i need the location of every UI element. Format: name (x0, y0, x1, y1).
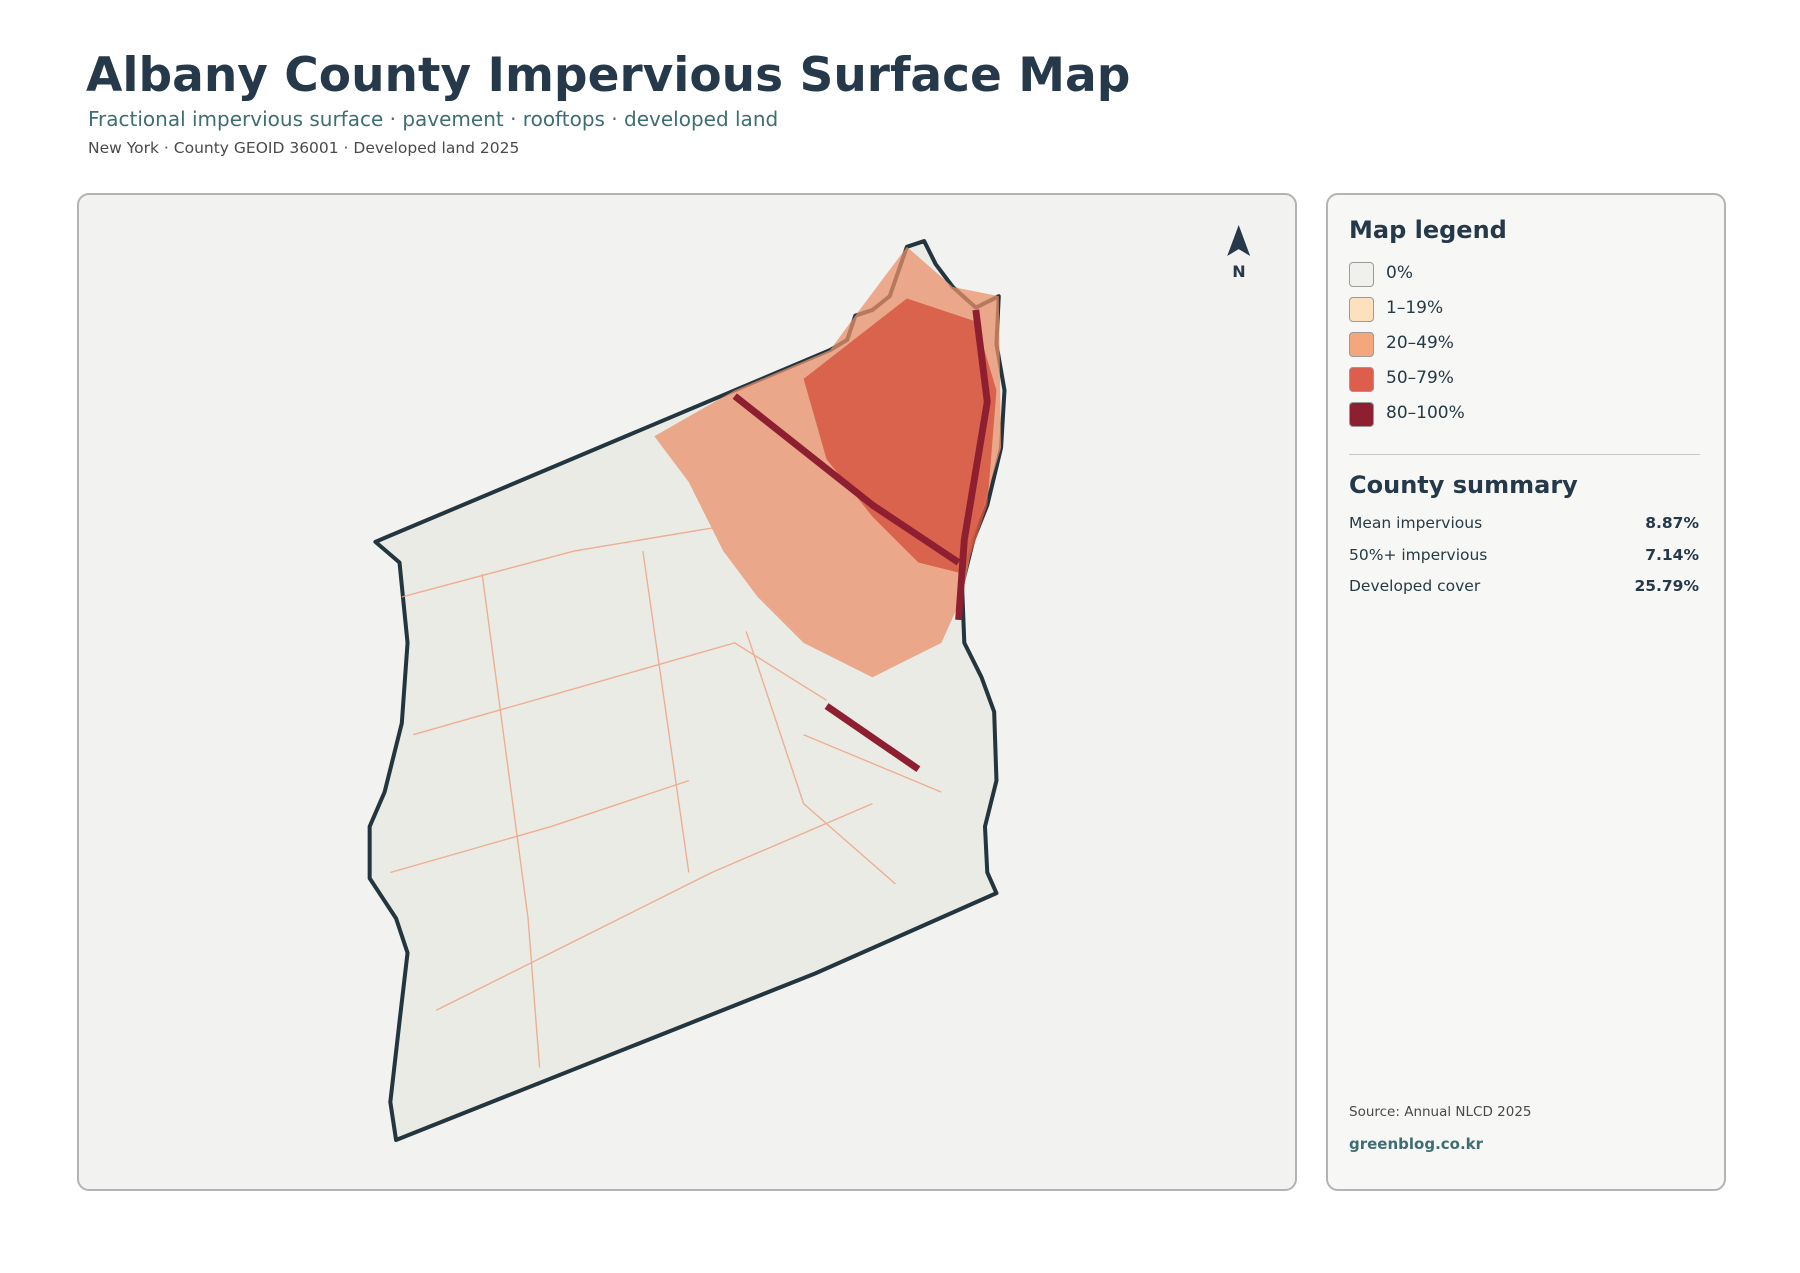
summary-value: 8.87% (1645, 514, 1699, 532)
legend-label: 0% (1386, 263, 1413, 283)
legend-label: 80–100% (1386, 403, 1465, 423)
summary-value: 25.79% (1634, 577, 1699, 595)
divider (1349, 454, 1700, 455)
legend-title: Map legend (1349, 216, 1507, 244)
legend-panel (1326, 193, 1726, 1191)
legend-swatch (1349, 297, 1374, 322)
roads (390, 527, 942, 1068)
summary-value: 7.14% (1645, 545, 1699, 564)
summary-label: Mean impervious (1349, 514, 1483, 532)
urban-core (803, 298, 997, 574)
legend-swatch (1349, 402, 1374, 427)
legend-swatch (1349, 332, 1374, 357)
legend-label: 1–19% (1386, 298, 1444, 318)
title: Albany County Impervious Surface Map (86, 48, 1131, 103)
north-arrow (1227, 225, 1251, 257)
legend-swatch (1349, 262, 1374, 287)
summary-label: Developed cover (1349, 577, 1481, 595)
subtitle: Fractional impervious surface · pavement… (88, 107, 779, 131)
summary-label: 50%+ impervious (1349, 545, 1488, 564)
summary-title: County summary (1349, 471, 1578, 499)
legend-swatch (1349, 367, 1374, 392)
meta: New York · County GEOID 36001 · Develope… (88, 139, 520, 157)
source: Source: Annual NLCD 2025 (1349, 1104, 1532, 1120)
urban-dense (732, 309, 991, 772)
site: greenblog.co.kr (1349, 1135, 1484, 1153)
legend-label: 20–49% (1386, 333, 1454, 353)
north-label: N (1232, 262, 1246, 281)
legend-label: 50–79% (1386, 368, 1454, 388)
